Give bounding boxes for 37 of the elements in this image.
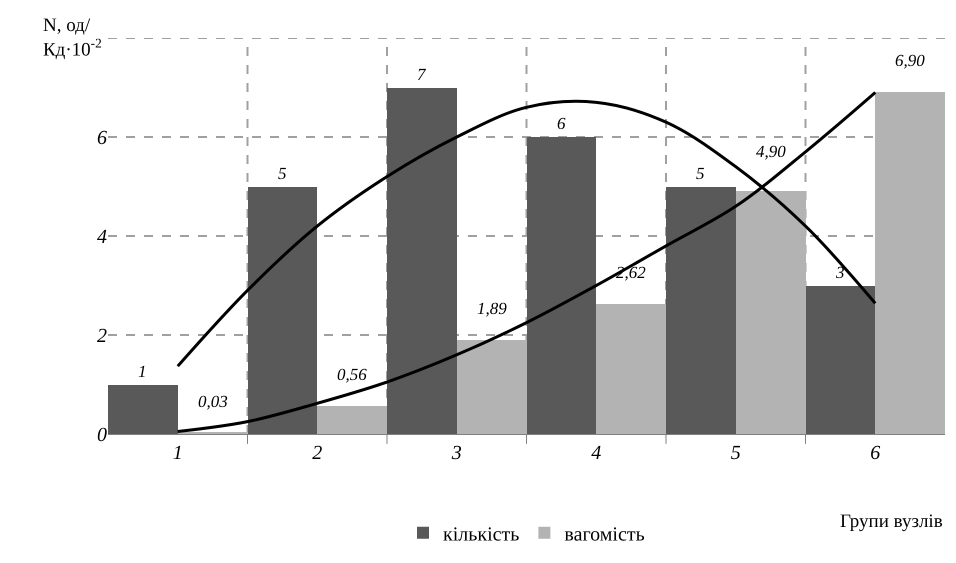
y-axis-title: N, од/ Кд·10$^{-2}$ [43, 15, 102, 61]
bar [457, 340, 527, 434]
data-label: 0,03 [198, 392, 228, 411]
x-axis-title: Групи вузлів [840, 511, 943, 532]
x-tick-label: 3 [450, 442, 462, 464]
data-label: 5 [696, 164, 704, 183]
x-tick-label: 1 [172, 442, 183, 464]
y-tick-label: 6 [97, 127, 107, 149]
bar [108, 385, 178, 434]
data-label: 3 [835, 263, 844, 282]
line-series [176, 90, 877, 434]
x-tick-label: 6 [870, 442, 880, 464]
data-label: 0,56 [337, 365, 368, 384]
x-tick-label: 2 [312, 442, 322, 464]
bar [596, 304, 666, 434]
bar [736, 191, 806, 434]
legend-label: вагомість [564, 524, 645, 546]
y-tick-label: 0 [97, 424, 107, 446]
legend-label: кількість [443, 524, 520, 546]
x-tick-label: 4 [591, 442, 602, 464]
data-label: 7 [417, 65, 427, 84]
data-label: 1 [138, 362, 146, 381]
data-label: 6,90 [895, 51, 926, 70]
data-label: 5 [278, 164, 286, 183]
bar [317, 406, 387, 434]
data-label: 4,90 [756, 142, 786, 161]
bar [666, 187, 736, 434]
bar [248, 187, 317, 434]
bar [387, 88, 457, 434]
x-tick-label: 5 [730, 442, 741, 464]
bar [527, 137, 596, 434]
bar [806, 286, 875, 434]
y-tick-label: 4 [97, 226, 107, 248]
data-label: 6 [557, 114, 566, 133]
y-tick-label: 2 [97, 325, 107, 347]
bar [875, 92, 945, 434]
data-label: 1,89 [477, 299, 508, 318]
